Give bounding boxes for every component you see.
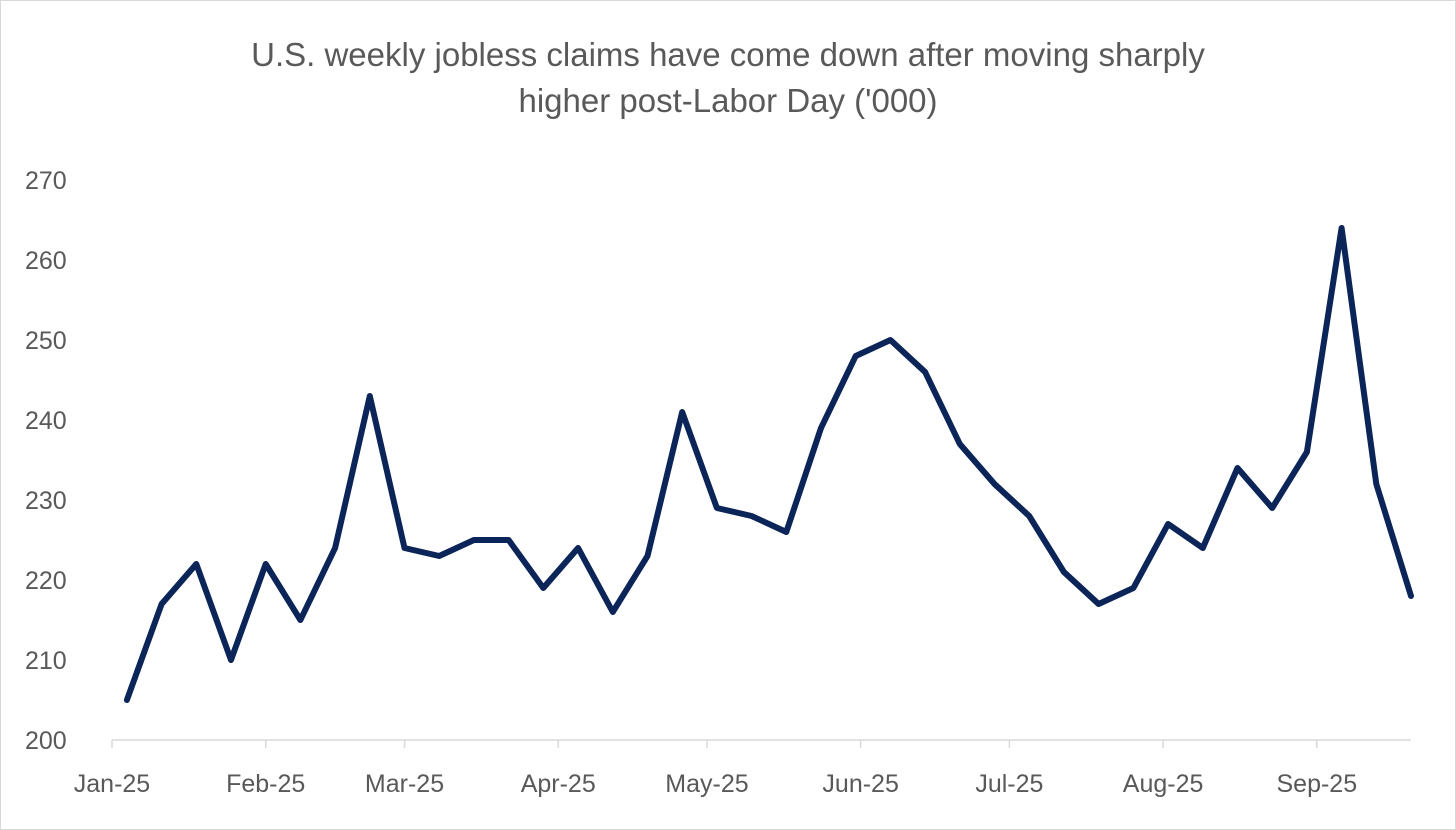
- y-axis-ticks: 200 210 220 230 240 250 260 270: [25, 167, 67, 755]
- chart-title-line-1: U.S. weekly jobless claims have come dow…: [251, 36, 1205, 73]
- x-tick-label: Aug-25: [1123, 770, 1204, 798]
- y-tick-label: 260: [25, 247, 67, 275]
- y-tick-label: 250: [25, 327, 67, 355]
- x-tick-label: Mar-25: [365, 770, 444, 798]
- x-tick-label: Apr-25: [521, 770, 596, 798]
- x-tick-label: Jul-25: [975, 770, 1043, 798]
- x-tick-label: Jun-25: [822, 770, 898, 798]
- y-tick-label: 240: [25, 407, 67, 435]
- y-tick-label: 220: [25, 567, 67, 595]
- series-line: [123, 225, 1414, 703]
- y-tick-label: 230: [25, 487, 67, 515]
- chart-title: U.S. weekly jobless claims have come dow…: [0, 32, 1456, 124]
- x-tick-label: May-25: [665, 770, 748, 798]
- x-tick-label: Jan-25: [74, 770, 150, 798]
- x-axis-ticks: Jan-25 Feb-25 Mar-25 Apr-25 May-25 Jun-25 Jul-…: [74, 740, 1357, 798]
- y-tick-label: 210: [25, 647, 67, 675]
- y-tick-label: 270: [25, 167, 67, 195]
- x-tick-label: Feb-25: [226, 770, 305, 798]
- x-tick-label: Sep-25: [1276, 770, 1357, 798]
- y-tick-label: 200: [25, 727, 67, 755]
- chart-title-line-2: higher post-Labor Day ('000): [518, 82, 938, 119]
